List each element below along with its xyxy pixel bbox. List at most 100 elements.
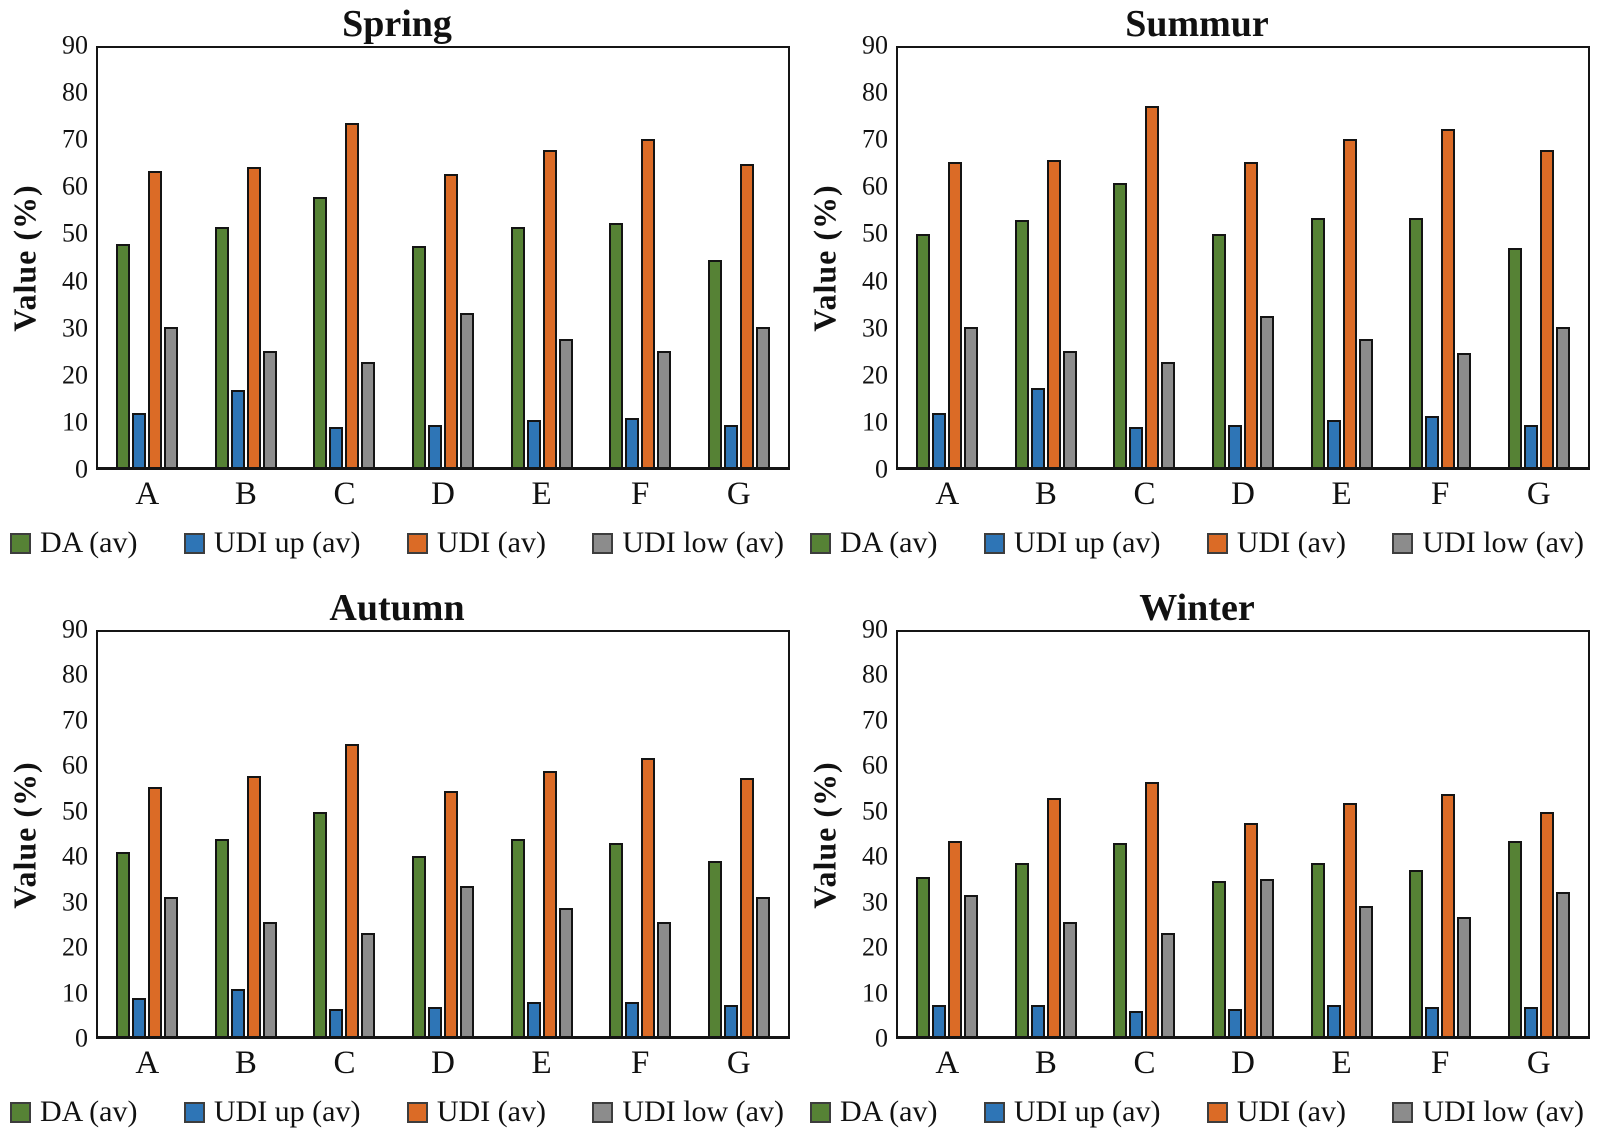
bar-udi-av-a: [948, 162, 963, 467]
bar-group-d: [1211, 632, 1274, 1036]
legend-swatch-icon: [1206, 532, 1228, 554]
bar-udi-low-av-g: [1555, 327, 1570, 467]
bar-udi-up-av-a: [932, 1004, 947, 1036]
legend-label: UDI up (av): [213, 1095, 361, 1128]
bar-da-av-g: [707, 860, 722, 1036]
y-tick-label: 20: [62, 932, 88, 962]
y-tick-label: 50: [862, 218, 888, 248]
y-axis-label: Value (%): [6, 760, 43, 909]
y-tick-label: 70: [862, 124, 888, 154]
legend-label: DA (av): [840, 1095, 938, 1128]
bar-group-e: [1310, 632, 1373, 1036]
bar-group-b: [1014, 632, 1077, 1036]
bar-da-av-d: [411, 856, 426, 1036]
y-tick-label: 30: [62, 313, 88, 343]
legend-swatch-icon: [592, 1101, 614, 1123]
bar-udi-up-av-g: [1523, 425, 1538, 467]
y-tick-label: 60: [62, 750, 88, 780]
bar-udi-av-b: [246, 166, 261, 467]
y-tick-label: 90: [62, 614, 88, 644]
bar-udi-av-f: [641, 757, 656, 1036]
plot-area: [896, 630, 1590, 1039]
legend-item: UDI (av): [1206, 1095, 1346, 1129]
bar-udi-low-av-a: [164, 896, 179, 1036]
legend-label: UDI low (av): [1422, 526, 1584, 559]
chart-title-spring: Spring: [342, 3, 452, 45]
y-tick-label: 60: [62, 171, 88, 201]
legend-swatch-icon: [10, 1101, 31, 1123]
y-tick-label: 40: [62, 841, 88, 871]
legend-item: UDI (av): [1206, 526, 1346, 560]
y-tick-label: 60: [862, 750, 888, 780]
x-category-label-a: A: [135, 475, 160, 512]
legend-item: DA (av): [810, 1095, 937, 1129]
x-category-label-d: D: [1231, 1044, 1255, 1081]
legend-label: DA (av): [840, 526, 938, 559]
bar-da-av-d: [1211, 234, 1226, 467]
bar-udi-av-d: [443, 173, 458, 467]
bar-udi-low-av-e: [1358, 905, 1373, 1036]
bar-udi-up-av-g: [723, 1004, 738, 1036]
bar-da-av-a: [916, 876, 931, 1036]
bar-udi-up-av-b: [1030, 1004, 1045, 1036]
bar-group-c: [1113, 48, 1176, 467]
y-tick-label: 80: [862, 77, 888, 107]
bar-udi-low-av-g: [1555, 892, 1570, 1036]
bar-udi-up-av-f: [625, 418, 640, 467]
legend-swatch-icon: [1392, 1101, 1414, 1123]
y-axis-label: Value (%): [6, 184, 43, 332]
legend-swatch-icon: [406, 532, 428, 554]
bar-da-av-g: [1507, 840, 1522, 1036]
bar-udi-av-d: [443, 791, 458, 1036]
bar-udi-av-c: [345, 122, 360, 467]
bar-udi-up-av-c: [1129, 1011, 1144, 1036]
legend-item: UDI low (av): [592, 1095, 784, 1129]
bar-da-av-f: [1409, 869, 1424, 1036]
bar-group-g: [1507, 48, 1570, 467]
bar-udi-up-av-f: [1425, 1006, 1440, 1036]
bar-da-av-g: [707, 259, 722, 467]
y-axis-ticks: 90 80 70 60 50 40 30 20 10 0: [846, 32, 896, 482]
x-category-label-b: B: [234, 1044, 257, 1081]
legend-label: DA (av): [40, 526, 138, 559]
legend-label: UDI (av): [1236, 526, 1346, 559]
bar-da-av-c: [313, 196, 328, 467]
legend-label: UDI (av): [1236, 1095, 1346, 1128]
bar-da-av-a: [116, 851, 131, 1036]
x-category-label-g: G: [726, 475, 751, 512]
y-axis: Value (%): [4, 46, 46, 470]
bar-udi-av-g: [1539, 150, 1554, 467]
x-category-label-a: A: [135, 1044, 160, 1081]
bar-udi-up-av-g: [1523, 1006, 1538, 1036]
bar-udi-up-av-d: [1227, 1009, 1242, 1036]
bar-udi-up-av-c: [329, 427, 344, 467]
bar-group-c: [1113, 632, 1176, 1036]
legend-swatch-icon: [983, 532, 1005, 554]
bar-da-av-d: [411, 245, 426, 467]
legend-swatch-icon: [810, 532, 831, 554]
x-axis-labels: A B C D E F G: [898, 1039, 1588, 1087]
y-tick-label: 40: [62, 266, 88, 296]
bar-da-av-c: [1113, 183, 1128, 467]
y-tick-label: 30: [862, 887, 888, 917]
y-tick-label: 20: [862, 360, 888, 390]
bar-udi-low-av-b: [262, 921, 277, 1036]
bar-udi-av-b: [1046, 159, 1061, 467]
bar-da-av-e: [1310, 863, 1325, 1036]
bar-udi-up-av-e: [1326, 1004, 1341, 1036]
x-category-label-a: A: [935, 1044, 960, 1081]
y-axis-ticks: 90 80 70 60 50 40 30 20 10 0: [46, 616, 96, 1051]
bar-udi-low-av-e: [558, 908, 573, 1036]
bar-udi-av-d: [1243, 822, 1258, 1036]
x-category-label-f: F: [1431, 1044, 1450, 1081]
x-category-label-c: C: [1133, 1044, 1156, 1081]
bar-group-d: [411, 632, 474, 1036]
bar-udi-av-e: [542, 771, 557, 1036]
bar-group-e: [510, 632, 573, 1036]
bar-group-c: [313, 632, 376, 1036]
bar-udi-low-av-b: [1062, 350, 1077, 467]
y-tick-label: 40: [862, 841, 888, 871]
bar-da-av-e: [1310, 217, 1325, 467]
bar-udi-low-av-c: [1161, 362, 1176, 467]
chart-title-autumn: Autumn: [329, 587, 465, 629]
